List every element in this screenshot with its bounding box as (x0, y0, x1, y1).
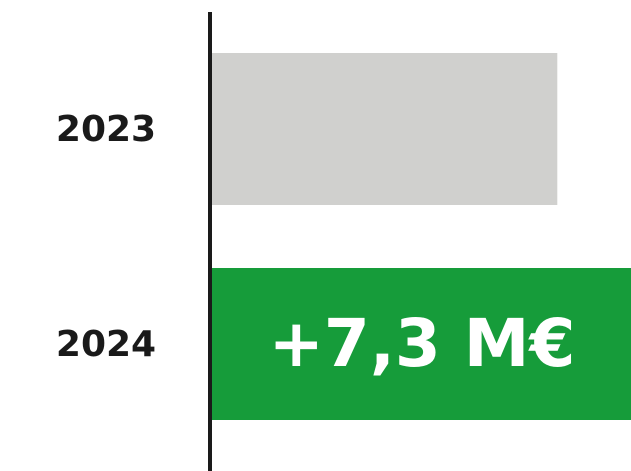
y-tick-label: 2023 (56, 109, 156, 150)
bar (212, 53, 558, 205)
bar (212, 268, 631, 420)
y-tick-label: 2024 (56, 324, 156, 365)
annotation: +7,3 M€ (269, 305, 576, 382)
